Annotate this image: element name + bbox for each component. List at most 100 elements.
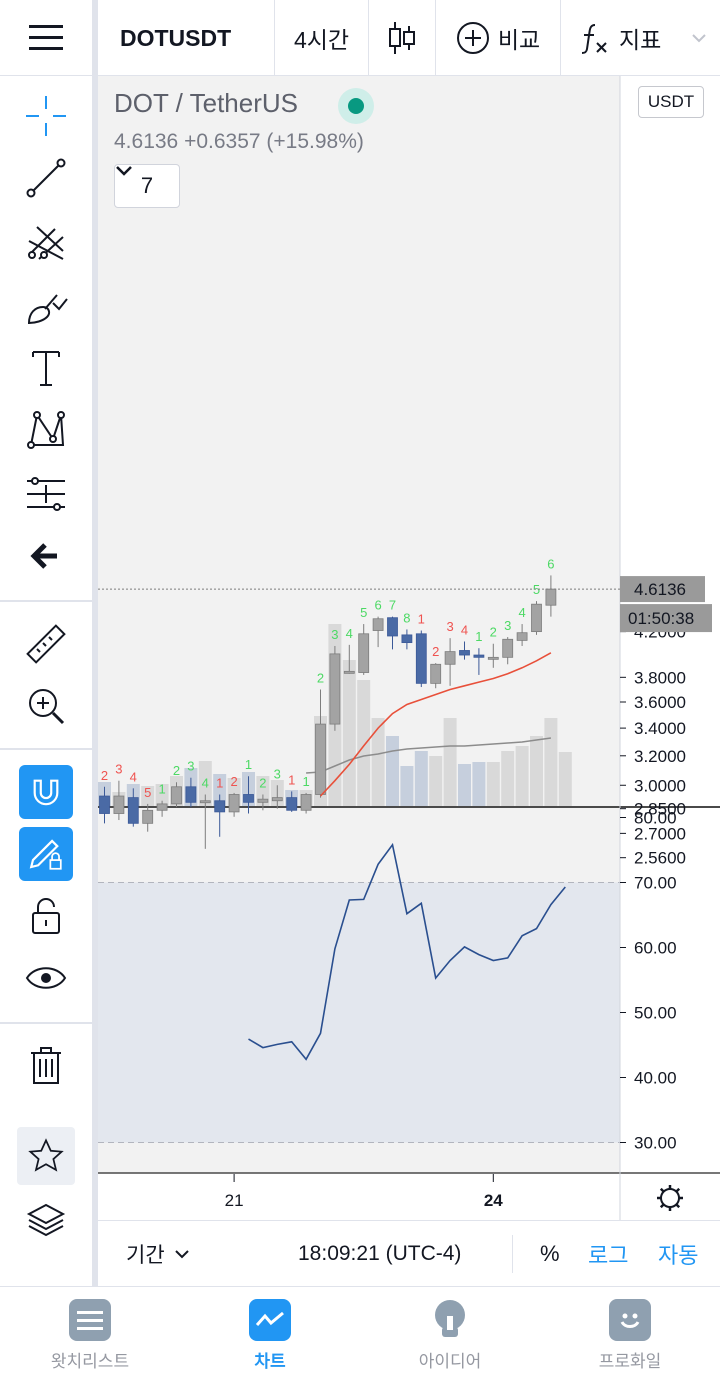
rsi-axis-label: 40.00 xyxy=(634,1069,677,1088)
ruler-tool[interactable] xyxy=(0,614,92,674)
td-sequential-label: 3 xyxy=(274,766,281,781)
td-sequential-label: 1 xyxy=(302,774,309,789)
layers-tool[interactable] xyxy=(0,1190,92,1250)
indicators-button[interactable]: 지표 xyxy=(561,0,720,76)
fib-tool[interactable] xyxy=(0,464,92,524)
chart-area[interactable]: 2 3 4 5 1 2 3 4 1 2 1 2 3 1 1 2 3 4 5 6 7 8 1 2 3 4 1 2 3 4 5 6 4.2000 3.… xyxy=(98,76,720,1220)
volume-bar xyxy=(400,766,414,806)
volume-bar xyxy=(515,746,529,806)
lock-drawing-tool[interactable] xyxy=(0,824,92,884)
td-sequential-label: 2 xyxy=(432,644,439,659)
nav-watchlist[interactable]: 왓치리스트 xyxy=(0,1287,180,1382)
td-sequential-label: 1 xyxy=(418,612,425,627)
rsi-axis-label: 50.00 xyxy=(634,1004,677,1023)
td-sequential-label: 5 xyxy=(360,605,367,620)
market-status-icon[interactable] xyxy=(338,88,374,124)
candle-body xyxy=(243,794,254,803)
last-price-tag xyxy=(620,576,705,603)
price-axis-label: 3.4000 xyxy=(634,719,686,738)
candle-type-button[interactable] xyxy=(369,0,435,76)
candle-body xyxy=(286,797,298,811)
td-sequential-label: 3 xyxy=(446,619,453,634)
td-sequential-label: 5 xyxy=(144,785,151,800)
candle-body xyxy=(545,588,557,606)
compare-label: 비교 xyxy=(497,27,541,53)
volume-bar xyxy=(198,761,212,806)
time-axis-label: 24 xyxy=(484,1191,503,1210)
favorites-tool[interactable] xyxy=(0,1126,92,1186)
settings-gear-icon[interactable] xyxy=(657,1185,683,1211)
price-axis-label: 3.2000 xyxy=(634,747,686,766)
td-sequential-label: 3 xyxy=(331,627,338,642)
td-sequential-label: 2 xyxy=(490,625,497,640)
crosshair-tool[interactable] xyxy=(0,86,92,146)
candle-body xyxy=(271,797,283,802)
currency-tag[interactable]: USDT xyxy=(638,86,704,118)
compare-button[interactable]: 비교 xyxy=(436,0,560,76)
rsi-axis-label: 80.00 xyxy=(634,809,677,828)
candle-body xyxy=(473,654,485,658)
volume-bar xyxy=(429,756,443,806)
trend-line-icon xyxy=(26,158,66,198)
candles-icon xyxy=(389,22,415,54)
trend-line-tool[interactable] xyxy=(0,148,92,208)
candle-body xyxy=(487,656,499,660)
unlock-tool[interactable] xyxy=(0,886,92,946)
volume-bar xyxy=(386,736,399,806)
candle-body xyxy=(516,632,528,641)
magnet-tool[interactable] xyxy=(0,762,92,822)
delete-tool[interactable] xyxy=(0,1036,92,1096)
pitchfork-icon xyxy=(28,226,64,260)
period-button[interactable]: 기간 xyxy=(126,1221,189,1287)
brush-tool[interactable] xyxy=(0,276,92,336)
smiley-icon xyxy=(609,1299,651,1341)
volume-bar xyxy=(141,786,155,806)
candle-body xyxy=(343,670,355,674)
lightbulb-icon xyxy=(429,1299,471,1341)
text-tool[interactable] xyxy=(0,338,92,398)
td-sequential-label: 8 xyxy=(403,610,410,625)
volume-bar xyxy=(342,660,356,806)
price-axis-label: 2.7000 xyxy=(634,824,686,843)
unlock-icon xyxy=(32,898,60,934)
candle-body xyxy=(99,795,110,814)
zoom-tool[interactable] xyxy=(0,676,92,736)
candle-body xyxy=(156,803,168,811)
nav-ideas[interactable]: 아이디어 xyxy=(360,1287,540,1382)
auto-toggle[interactable]: 자동 xyxy=(658,1243,699,1268)
volume-bar xyxy=(530,736,543,806)
nav-label: 아이디어 xyxy=(418,1352,482,1371)
td-sequential-label: 1 xyxy=(475,629,482,644)
td-sequential-label: 7 xyxy=(389,598,396,613)
indicator-count: 7 xyxy=(140,173,154,198)
nav-chart[interactable]: 차트 xyxy=(180,1287,360,1382)
clock-timezone[interactable]: 18:09:21 (UTC-4) xyxy=(298,1242,462,1265)
back-tool[interactable] xyxy=(0,526,92,586)
chevron-down-icon xyxy=(174,1250,189,1259)
td-sequential-label: 3 xyxy=(115,762,122,777)
td-sequential-label: 4 xyxy=(346,626,353,641)
legend-collapse-button[interactable]: 7 xyxy=(114,164,180,208)
plus-circle-icon xyxy=(456,22,489,54)
pattern-tool[interactable] xyxy=(0,400,92,460)
td-sequential-label: 2 xyxy=(230,774,237,789)
td-sequential-label: 3 xyxy=(187,759,194,774)
chevron-down-icon xyxy=(116,166,132,176)
log-toggle[interactable]: 로그 xyxy=(588,1243,629,1268)
menu-icon[interactable] xyxy=(0,0,92,76)
indicators-label: 지표 xyxy=(619,27,662,53)
td-sequential-label: 2 xyxy=(173,763,180,778)
interval-button[interactable]: 4시간 xyxy=(293,27,350,53)
pitchfork-tool[interactable] xyxy=(0,212,92,272)
candle-body xyxy=(300,794,312,811)
volume-bar xyxy=(443,718,457,806)
pattern-icon xyxy=(27,411,65,449)
td-sequential-label: 1 xyxy=(216,775,223,790)
visibility-tool[interactable] xyxy=(0,948,92,1008)
td-sequential-label: 3 xyxy=(504,618,511,633)
nav-profile[interactable]: 프로화일 xyxy=(540,1287,720,1382)
symbol-button[interactable]: DOTUSDT xyxy=(120,24,232,51)
percent-toggle[interactable]: % xyxy=(540,1241,560,1266)
price-axis-label: 3.8000 xyxy=(634,668,686,687)
